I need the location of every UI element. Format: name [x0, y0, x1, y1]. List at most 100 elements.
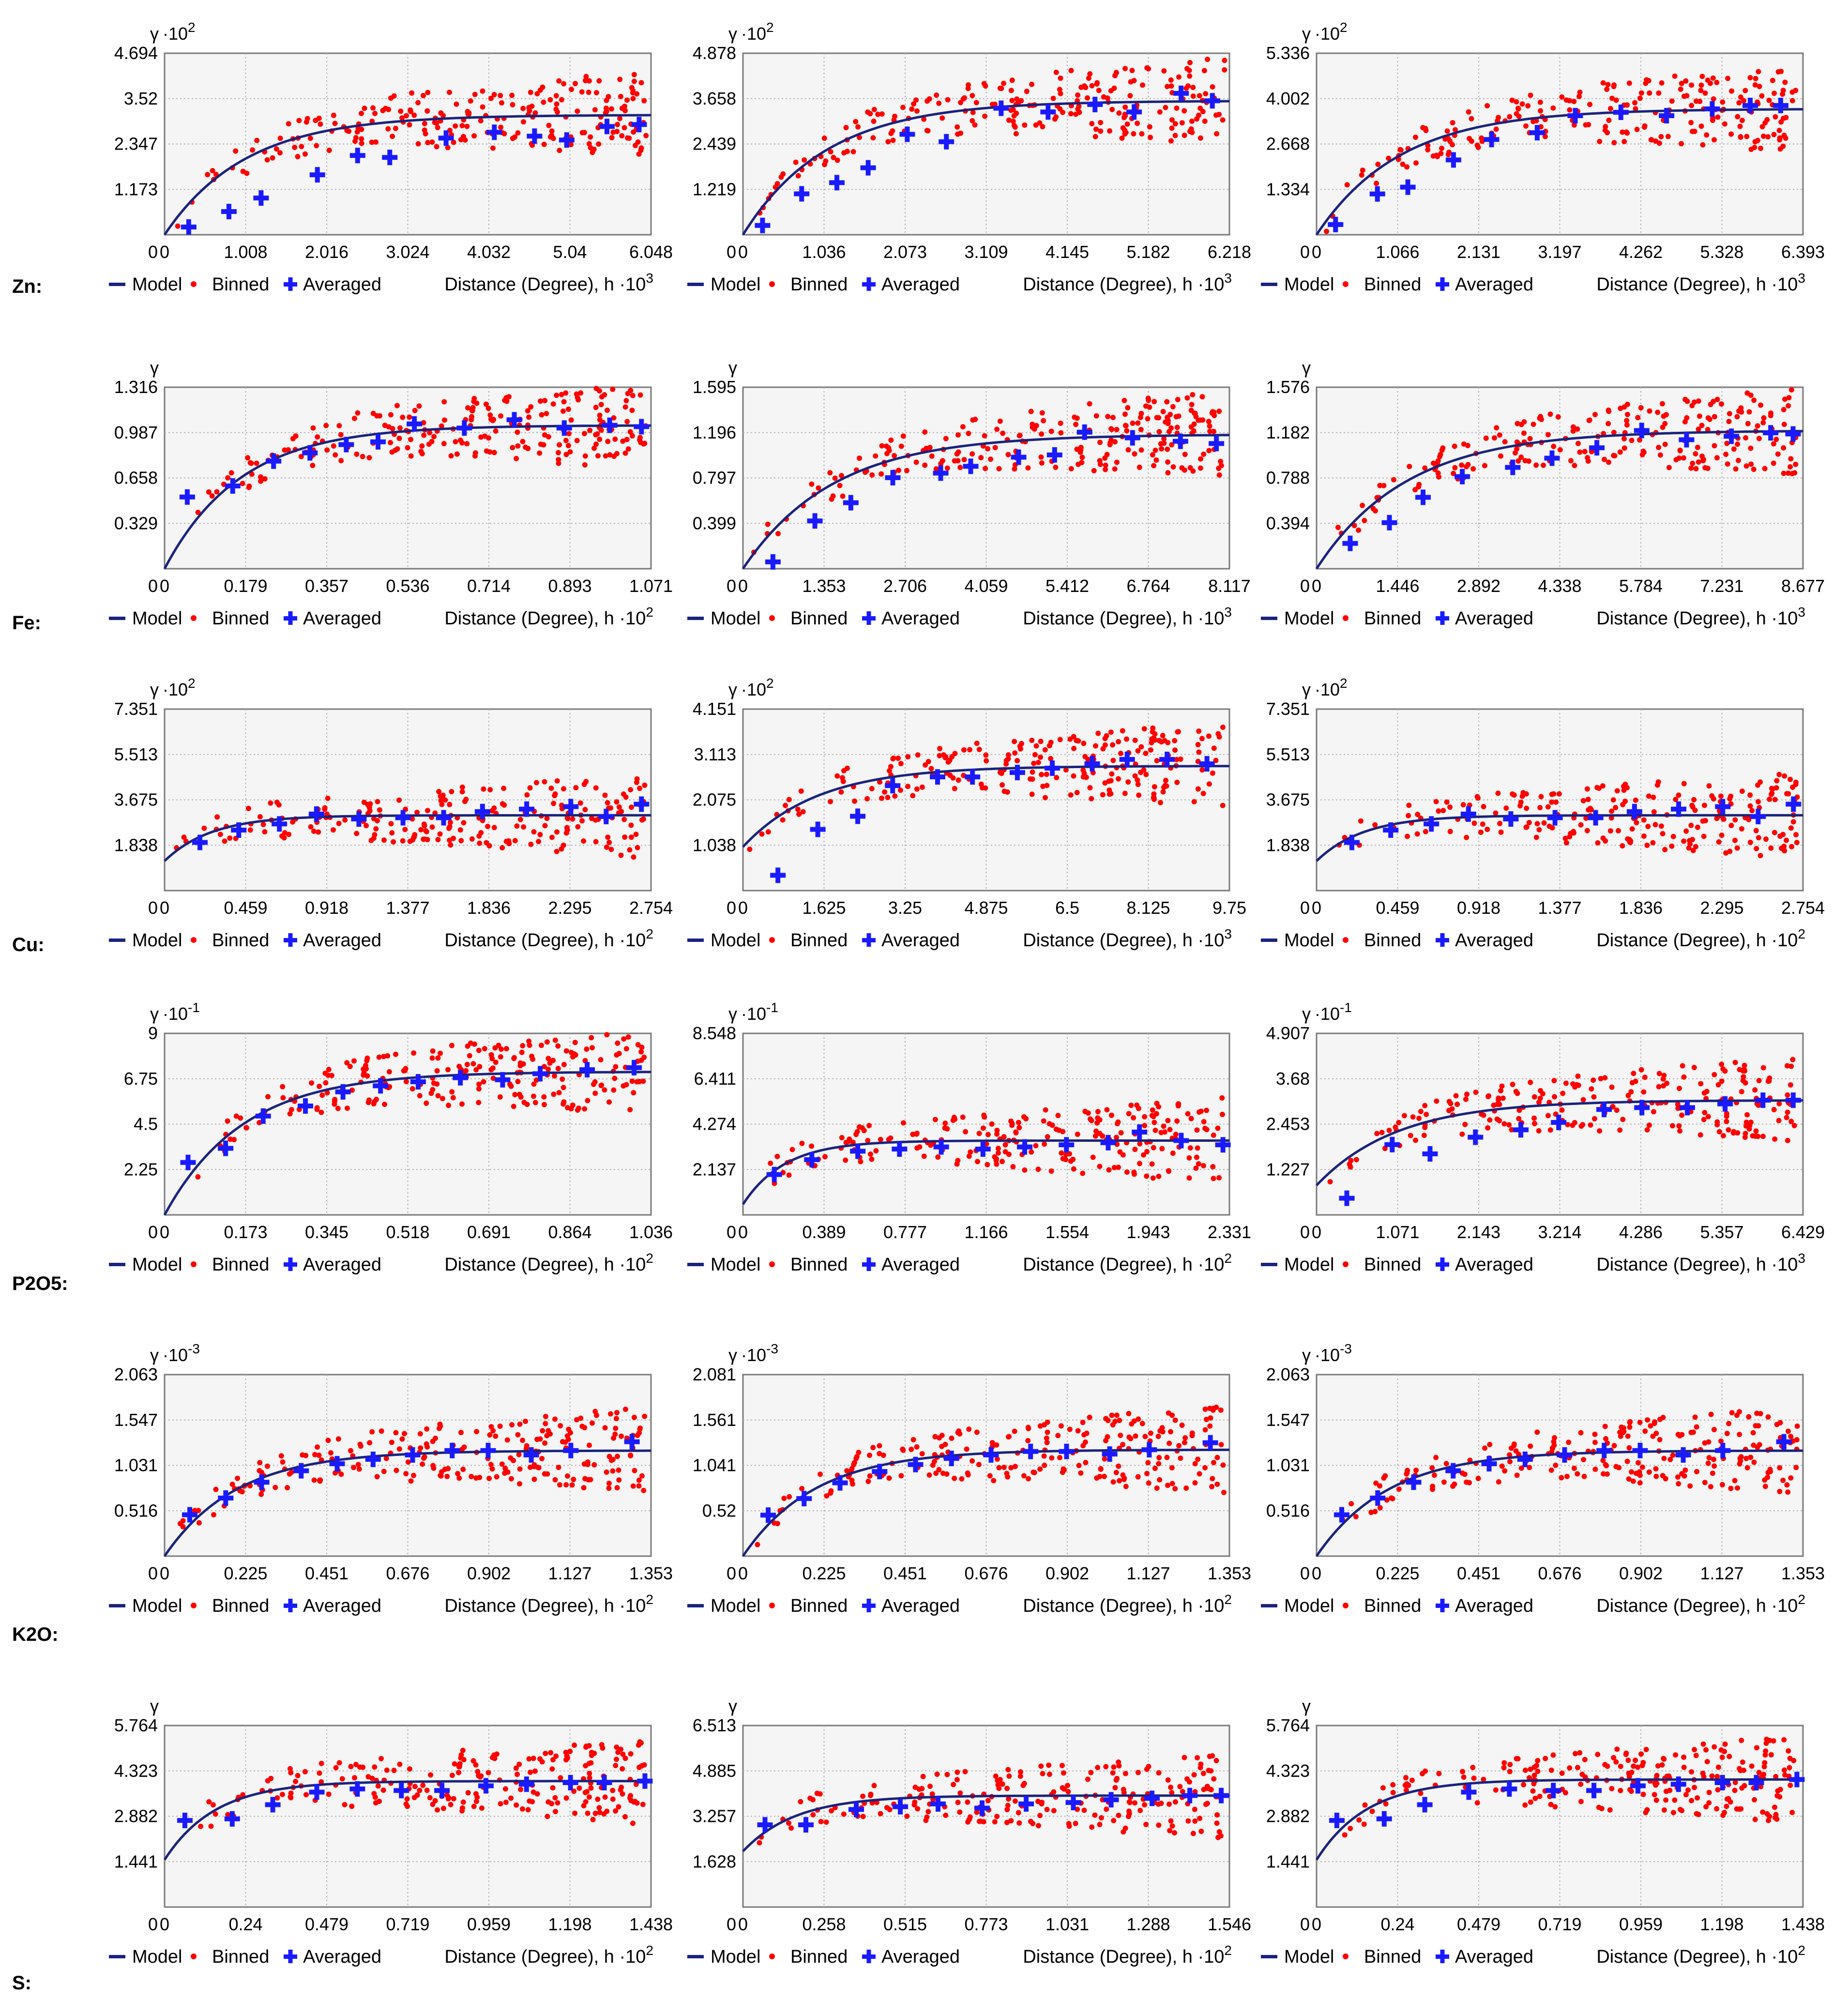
binned-point [1763, 836, 1769, 842]
legend-model-swatch [1261, 283, 1277, 286]
legend-model-label: Model [711, 1596, 761, 1616]
binned-point [1590, 1077, 1596, 1083]
binned-point [435, 1093, 441, 1099]
binned-point [830, 493, 836, 499]
binned-point [1498, 1088, 1504, 1094]
binned-point [542, 398, 548, 404]
averaged-point [523, 1447, 539, 1463]
averaged-cross-v [1534, 125, 1540, 141]
binned-point [1460, 802, 1466, 808]
binned-point [422, 121, 427, 126]
y-axis-label: γ [728, 1696, 737, 1716]
binned-point [1526, 458, 1531, 464]
averaged-cross-v [1632, 803, 1637, 819]
binned-point [879, 443, 885, 449]
binned-point [1781, 133, 1787, 138]
binned-point [1012, 1428, 1017, 1434]
binned-point [1616, 1465, 1622, 1470]
binned-point [493, 428, 499, 434]
binned-point [1736, 100, 1742, 106]
y-axis-exponent: -3 [766, 1341, 778, 1356]
averaged-cross-v [483, 1778, 488, 1794]
averaged-cross-v [271, 453, 276, 469]
averaged-point [329, 1456, 345, 1472]
binned-point [247, 827, 253, 833]
binned-point [838, 789, 844, 795]
binned-point [353, 1761, 359, 1767]
binned-point [471, 133, 477, 139]
binned-point [476, 1047, 482, 1053]
binned-point [1563, 1080, 1569, 1086]
averaged-point [1484, 132, 1500, 148]
binned-point [528, 90, 533, 95]
binned-point [1516, 1116, 1522, 1121]
binned-point [1405, 833, 1410, 839]
x-axis-exponent: 3 [1224, 926, 1232, 941]
binned-point [1696, 398, 1701, 404]
binned-point [1046, 1762, 1052, 1768]
binned-point [1611, 82, 1617, 88]
binned-point [1057, 106, 1063, 112]
binned-point [1210, 409, 1215, 415]
averaged-cross-v [865, 160, 871, 176]
binned-point [461, 1444, 467, 1450]
binned-point [559, 392, 564, 397]
x-axis-exponent: 3 [1224, 271, 1232, 286]
binned-point [1045, 1134, 1050, 1140]
binned-point [619, 133, 625, 138]
binned-point [1150, 1175, 1156, 1181]
binned-point [575, 108, 580, 114]
binned-point [1712, 414, 1717, 420]
binned-point [1621, 445, 1627, 451]
binned-point [1677, 1086, 1682, 1091]
binned-point [497, 1424, 503, 1429]
binned-point [417, 1787, 423, 1793]
binned-point [398, 108, 404, 114]
binned-point [543, 1751, 548, 1757]
binned-point [1043, 795, 1048, 801]
binned-point [437, 831, 443, 837]
binned-point [1780, 1477, 1786, 1483]
binned-point [1139, 1421, 1145, 1426]
binned-point [612, 1075, 618, 1081]
binned-point [578, 390, 584, 396]
binned-point [1711, 399, 1716, 405]
binned-point [541, 442, 546, 448]
binned-point [1710, 75, 1716, 81]
binned-point [1105, 1434, 1110, 1439]
binned-point [1786, 403, 1791, 409]
averaged-cross-v [399, 1783, 404, 1799]
binned-point [542, 823, 548, 829]
averaged-cross-v [1106, 1135, 1111, 1151]
binned-point [1039, 772, 1045, 777]
binned-point [1781, 847, 1787, 852]
binned-point [840, 493, 846, 499]
x-tick-label: 1.071 [629, 576, 673, 596]
averaged-point [832, 1475, 848, 1491]
binned-point [1600, 80, 1606, 86]
binned-point [1151, 791, 1157, 797]
x-axis-label: Distance (Degree), h ·102 [1596, 926, 1805, 951]
binned-point [1128, 79, 1134, 85]
binned-point [388, 412, 394, 418]
binned-point [1174, 1118, 1180, 1124]
binned-point [1042, 1462, 1047, 1468]
binned-point [1585, 797, 1591, 803]
y-tick-label: 0.516 [1266, 1500, 1310, 1520]
binned-point [1756, 436, 1762, 441]
binned-point [1172, 1799, 1178, 1805]
binned-point [1041, 1453, 1047, 1459]
binned-point [796, 811, 802, 817]
binned-point [477, 1774, 483, 1780]
binned-point [1377, 1505, 1383, 1511]
binned-point [788, 1825, 794, 1831]
y-tick-label: 0.52 [702, 1500, 736, 1520]
binned-point [1637, 1480, 1643, 1486]
binned-point [1182, 467, 1187, 473]
averaged-cross-v [1562, 1447, 1567, 1463]
legend-binned-label: Binned [1364, 274, 1421, 295]
binned-point [458, 838, 464, 844]
x-tick-label: 0.225 [1376, 1563, 1419, 1583]
binned-point [1682, 1467, 1688, 1473]
binned-point [588, 134, 593, 140]
